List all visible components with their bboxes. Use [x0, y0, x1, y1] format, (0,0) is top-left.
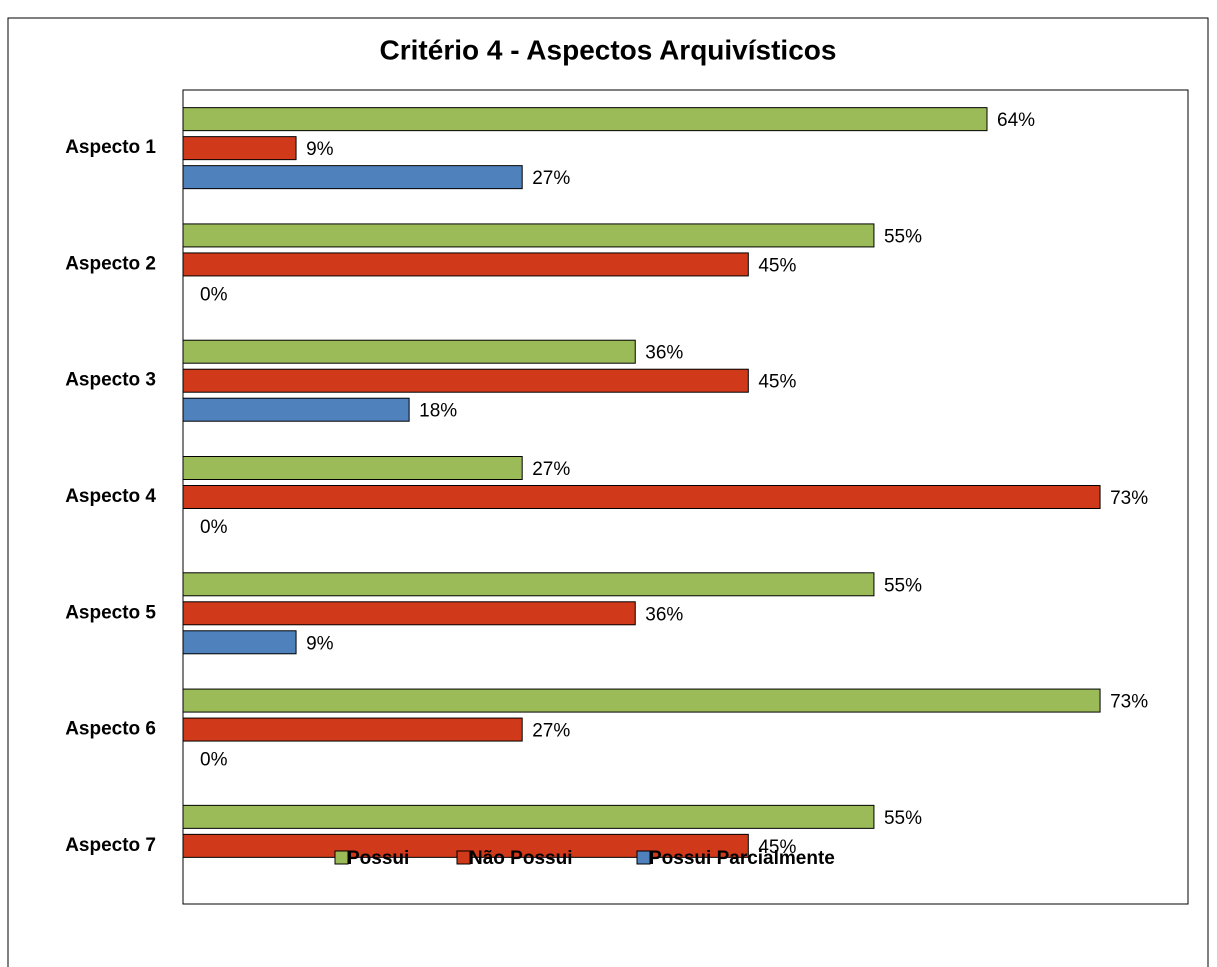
data-label: 73%	[1110, 692, 1148, 713]
bar	[182, 717, 523, 742]
y-tick-label: Aspecto 3	[65, 370, 156, 391]
bar	[182, 572, 875, 597]
data-label: 55%	[884, 808, 922, 829]
data-label: 9%	[306, 139, 334, 160]
chart-title: Critério 4 - Aspectos Arquivísticos	[380, 34, 837, 65]
data-label: 45%	[758, 372, 796, 393]
data-label: 55%	[884, 575, 922, 596]
data-label: 36%	[645, 604, 683, 625]
y-tick-label: Aspecto 6	[65, 719, 156, 740]
data-label: 73%	[1110, 488, 1148, 509]
bar	[182, 804, 875, 829]
legend-label: Possui	[347, 848, 409, 869]
bar	[182, 223, 875, 248]
bar	[182, 107, 988, 132]
data-label: 27%	[532, 459, 570, 480]
data-label: 45%	[758, 837, 796, 858]
data-label: 18%	[419, 401, 457, 422]
bar	[182, 136, 297, 161]
y-tick-label: Aspecto 4	[65, 486, 156, 507]
data-label: 36%	[645, 343, 683, 364]
bar	[182, 630, 297, 655]
legend-swatch	[636, 850, 651, 865]
bar	[182, 252, 749, 277]
legend-label: Não Possui	[469, 848, 572, 869]
bar	[182, 485, 1101, 509]
bar	[182, 368, 749, 393]
legend-swatch	[334, 850, 349, 865]
bar	[182, 397, 410, 422]
legend-label: Possui Parcialmente	[649, 848, 835, 869]
y-tick-label: Aspecto 7	[65, 835, 156, 856]
data-label: 0%	[200, 284, 228, 305]
bar	[182, 688, 1101, 713]
data-label: 64%	[997, 110, 1035, 131]
data-label: 55%	[884, 226, 922, 247]
bar	[182, 456, 523, 480]
bar	[182, 601, 636, 626]
bar	[182, 339, 636, 364]
data-label: 45%	[758, 255, 796, 276]
bar	[182, 165, 523, 190]
data-label: 27%	[532, 721, 570, 742]
data-label: 0%	[200, 750, 228, 771]
legend-swatch	[456, 850, 471, 865]
data-label: 9%	[306, 633, 334, 654]
y-tick-label: Aspecto 2	[65, 253, 156, 274]
data-label: 27%	[532, 168, 570, 189]
y-tick-label: Aspecto 1	[65, 137, 156, 158]
data-label: 0%	[200, 517, 228, 538]
y-tick-label: Aspecto 5	[65, 602, 156, 623]
